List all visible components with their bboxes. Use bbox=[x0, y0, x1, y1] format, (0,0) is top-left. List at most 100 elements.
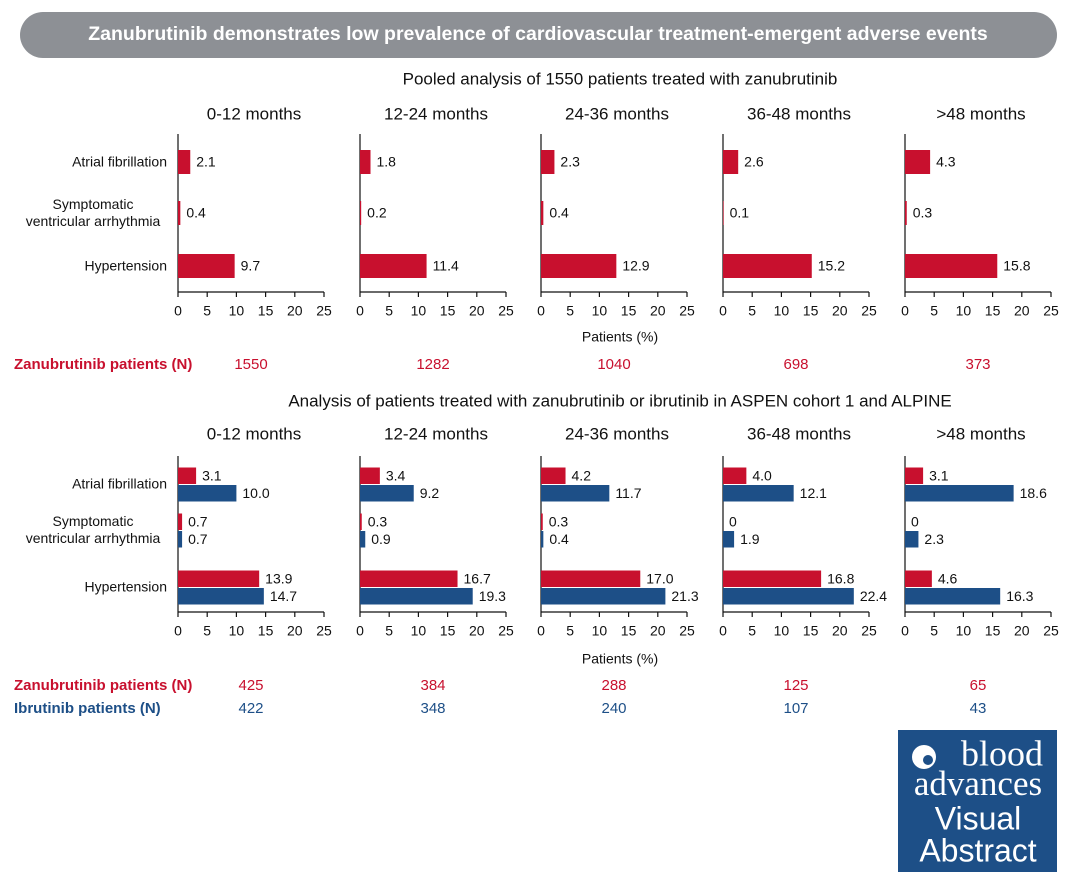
x-tick-label: 10 bbox=[592, 623, 608, 639]
value-label: 0.1 bbox=[730, 205, 750, 221]
x-tick-label: 15 bbox=[803, 303, 819, 319]
panel-title: 0-12 months bbox=[207, 424, 302, 443]
panel-title: 36-48 months bbox=[747, 104, 851, 123]
bar bbox=[723, 588, 854, 605]
bar bbox=[360, 531, 366, 548]
bar bbox=[541, 513, 543, 530]
value-label: 0 bbox=[729, 513, 737, 529]
bar bbox=[541, 201, 544, 225]
value-label: 0 bbox=[911, 513, 919, 529]
x-tick-label: 5 bbox=[748, 303, 756, 319]
x-tick-label: 0 bbox=[356, 623, 364, 639]
bar bbox=[541, 570, 641, 587]
x-tick-label: 20 bbox=[469, 303, 485, 319]
count-label: Zanubrutinib patients (N) bbox=[14, 356, 192, 373]
bar bbox=[178, 485, 237, 502]
x-tick-label: 5 bbox=[566, 303, 574, 319]
value-label: 4.0 bbox=[752, 467, 772, 483]
x-tick-label: 20 bbox=[1014, 303, 1030, 319]
section-title: Analysis of patients treated with zanubr… bbox=[288, 391, 951, 410]
x-tick-label: 25 bbox=[498, 623, 514, 639]
x-tick-label: 25 bbox=[1043, 303, 1059, 319]
bar bbox=[723, 254, 812, 278]
x-tick-label: 15 bbox=[803, 623, 819, 639]
category-label: Symptomatic ventricular arrhythmia bbox=[0, 513, 167, 547]
x-tick-label: 10 bbox=[229, 303, 245, 319]
x-tick-label: 10 bbox=[411, 623, 427, 639]
x-tick-label: 25 bbox=[861, 623, 877, 639]
category-text: Hypertension bbox=[84, 578, 168, 595]
panel-title: 24-36 months bbox=[565, 104, 669, 123]
category-label: Atrial fibrillation bbox=[0, 154, 167, 171]
x-tick-label: 25 bbox=[316, 303, 332, 319]
count-value: 425 bbox=[238, 677, 263, 694]
bar bbox=[360, 150, 371, 174]
logo-text: Abstract bbox=[919, 832, 1036, 868]
value-label: 9.2 bbox=[420, 485, 440, 501]
value-label: 1.9 bbox=[740, 531, 760, 547]
bar bbox=[178, 570, 260, 587]
value-label: 2.6 bbox=[744, 154, 764, 170]
x-tick-label: 25 bbox=[1043, 623, 1059, 639]
x-tick-label: 0 bbox=[719, 303, 727, 319]
x-tick-label: 0 bbox=[174, 623, 182, 639]
x-tick-label: 15 bbox=[258, 623, 274, 639]
x-tick-label: 25 bbox=[861, 303, 877, 319]
panel-title: 0-12 months bbox=[207, 104, 302, 123]
value-label: 0.4 bbox=[186, 205, 206, 221]
category-text: Atrial fibrillation bbox=[72, 475, 167, 492]
x-tick-label: 0 bbox=[537, 623, 545, 639]
x-tick-label: 20 bbox=[287, 303, 303, 319]
value-label: 2.3 bbox=[924, 531, 944, 547]
value-label: 2.1 bbox=[196, 154, 216, 170]
value-label: 18.6 bbox=[1020, 485, 1047, 501]
panel-title: 12-24 months bbox=[384, 104, 488, 123]
x-tick-label: 25 bbox=[679, 303, 695, 319]
value-label: 0.3 bbox=[549, 513, 569, 529]
value-label: 0.3 bbox=[368, 513, 388, 529]
x-tick-label: 15 bbox=[258, 303, 274, 319]
category-text: Symptomatic ventricular arrhythmia bbox=[25, 196, 161, 229]
x-tick-label: 20 bbox=[650, 303, 666, 319]
x-axis-label: Patients (%) bbox=[582, 651, 658, 667]
count-value: 240 bbox=[601, 700, 626, 717]
bar bbox=[541, 588, 666, 605]
count-value: 288 bbox=[601, 677, 626, 694]
bar bbox=[723, 150, 739, 174]
panel-title: 36-48 months bbox=[747, 424, 851, 443]
x-tick-label: 5 bbox=[930, 303, 938, 319]
value-label: 16.3 bbox=[1006, 588, 1033, 604]
value-label: 10.0 bbox=[242, 485, 269, 501]
value-label: 0.3 bbox=[913, 205, 933, 221]
bar bbox=[723, 485, 794, 502]
value-label: 15.2 bbox=[818, 258, 845, 274]
bar bbox=[905, 254, 998, 278]
value-label: 0.2 bbox=[367, 205, 387, 221]
bar bbox=[541, 254, 617, 278]
count-value: 698 bbox=[783, 356, 808, 373]
bar bbox=[905, 570, 932, 587]
value-label: 21.3 bbox=[671, 588, 698, 604]
bar bbox=[541, 531, 544, 548]
count-value: 125 bbox=[783, 677, 808, 694]
value-label: 4.3 bbox=[936, 154, 956, 170]
x-tick-label: 25 bbox=[316, 623, 332, 639]
logo-text: blood bbox=[961, 733, 1043, 773]
x-tick-label: 5 bbox=[748, 623, 756, 639]
bar bbox=[178, 588, 264, 605]
x-tick-label: 20 bbox=[287, 623, 303, 639]
bar bbox=[360, 513, 362, 530]
bar bbox=[178, 467, 197, 484]
value-label: 2.3 bbox=[560, 154, 580, 170]
value-label: 12.1 bbox=[800, 485, 827, 501]
x-tick-label: 15 bbox=[440, 623, 456, 639]
x-tick-label: 5 bbox=[385, 303, 393, 319]
category-label: Atrial fibrillation bbox=[0, 476, 167, 493]
x-tick-label: 5 bbox=[385, 623, 393, 639]
x-tick-label: 10 bbox=[592, 303, 608, 319]
count-label: Ibrutinib patients (N) bbox=[14, 700, 161, 717]
x-tick-label: 15 bbox=[621, 303, 637, 319]
bar bbox=[905, 588, 1001, 605]
